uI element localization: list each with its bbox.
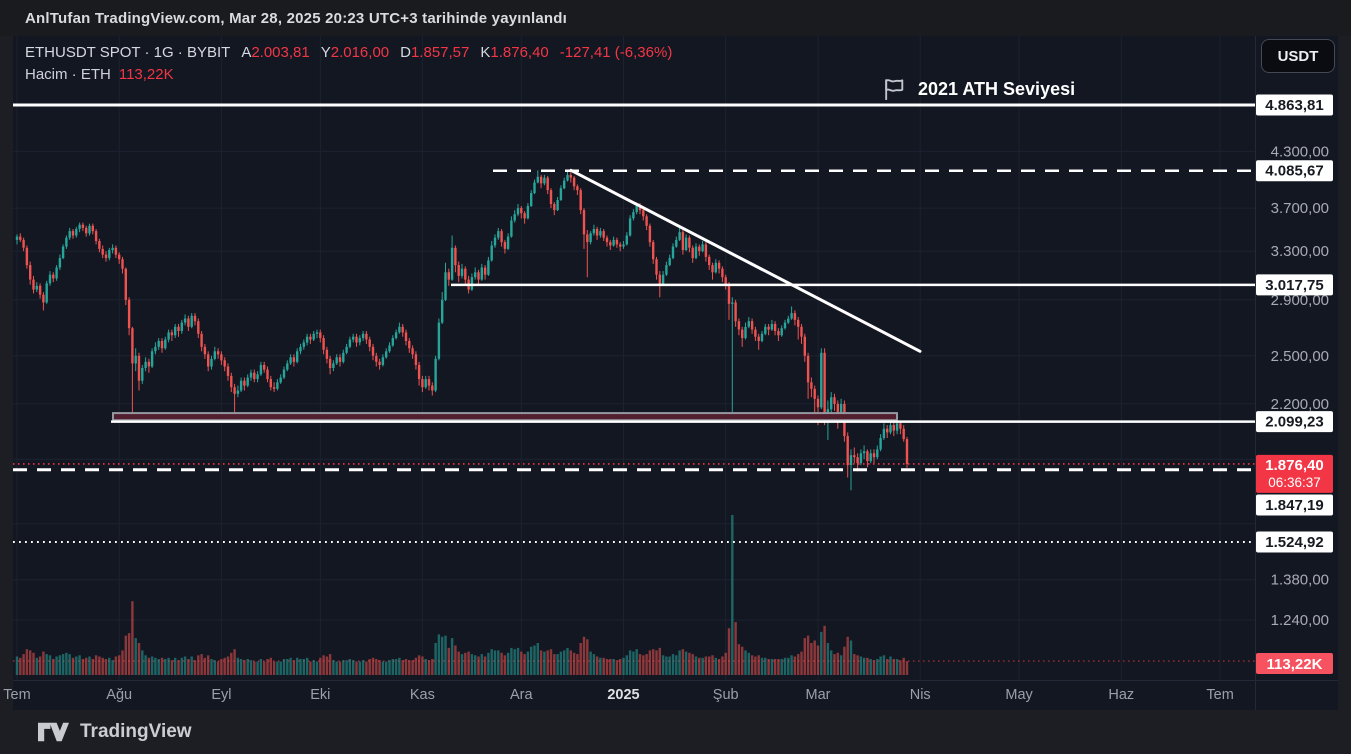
svg-text:4.863,81: 4.863,81 xyxy=(1265,97,1323,114)
svg-text:May: May xyxy=(1005,687,1033,703)
svg-text:Ağu: Ağu xyxy=(106,687,132,703)
svg-text:Eki: Eki xyxy=(310,687,330,703)
svg-text:Haz: Haz xyxy=(1108,687,1134,703)
footer-bar: TradingView xyxy=(0,710,1351,754)
chart-pane-bg xyxy=(13,36,1338,710)
descending-trendline[interactable] xyxy=(569,168,922,353)
svg-text:3.017,75: 3.017,75 xyxy=(1265,277,1323,294)
svg-text:Eyl: Eyl xyxy=(211,687,231,703)
svg-text:Mar: Mar xyxy=(806,687,831,703)
volume-axis-label: 113,22K xyxy=(1256,653,1333,674)
svg-text:2.099,23: 2.099,23 xyxy=(1265,414,1323,431)
svg-text:2.500,00: 2.500,00 xyxy=(1271,348,1329,365)
price-axis-ticks[interactable]: 4.300,00 3.700,00 3.300,00 2.900,00 2.500,00… xyxy=(1271,143,1329,629)
svg-text:4.085,67: 4.085,67 xyxy=(1265,163,1323,180)
svg-text:1.524,92: 1.524,92 xyxy=(1265,534,1323,551)
svg-text:Ara: Ara xyxy=(510,687,534,703)
tradingview-logo-icon[interactable] xyxy=(38,721,69,743)
svg-text:4.300,00: 4.300,00 xyxy=(1271,143,1329,160)
volume-bars xyxy=(15,515,909,675)
svg-text:Şub: Şub xyxy=(713,687,739,703)
svg-text:1.240,00: 1.240,00 xyxy=(1271,612,1329,629)
svg-text:2025: 2025 xyxy=(607,687,639,703)
time-axis-labels[interactable]: Tem Ağu Eyl Eki Kas Ara 2025 Şub Mar Nis May Haz Tem xyxy=(3,687,1234,703)
svg-text:113,22K: 113,22K xyxy=(1267,656,1323,673)
bar-countdown: 06:36:37 xyxy=(1268,475,1321,490)
svg-text:Nis: Nis xyxy=(910,687,931,703)
publish-text: AnlTufan TradingView.com, Mar 28, 2025 2… xyxy=(25,9,568,27)
svg-text:1.380,00: 1.380,00 xyxy=(1271,572,1329,589)
candles xyxy=(15,170,909,491)
price-axis-bg xyxy=(1255,36,1338,710)
svg-text:3.300,00: 3.300,00 xyxy=(1271,243,1329,260)
level-price-labels: 4.863,81 4.085,67 3.017,75 2.099,23 1.847,19… xyxy=(1256,94,1333,553)
svg-text:Kas: Kas xyxy=(410,687,435,703)
svg-text:1.876,40: 1.876,40 xyxy=(1265,457,1323,474)
svg-text:Tem: Tem xyxy=(3,687,30,703)
tradingview-wordmark[interactable]: TradingView xyxy=(80,721,192,742)
svg-text:Tem: Tem xyxy=(1206,687,1233,703)
svg-text:2.900,00: 2.900,00 xyxy=(1271,292,1329,309)
svg-text:3.700,00: 3.700,00 xyxy=(1271,200,1329,217)
gridlines xyxy=(13,36,1255,680)
time-axis-bg xyxy=(13,680,1338,710)
price-chart[interactable]: 4.300,00 3.700,00 3.300,00 2.900,00 2.500,00… xyxy=(0,0,1351,710)
level-lines[interactable] xyxy=(13,103,1255,543)
publish-bar: AnlTufan TradingView.com, Mar 28, 2025 2… xyxy=(0,0,1351,36)
svg-text:1.847,19: 1.847,19 xyxy=(1265,497,1323,514)
currency-toggle-button[interactable]: USDT xyxy=(1261,39,1335,73)
svg-text:2.200,00: 2.200,00 xyxy=(1271,396,1329,413)
supply-zone-box[interactable] xyxy=(112,412,898,422)
